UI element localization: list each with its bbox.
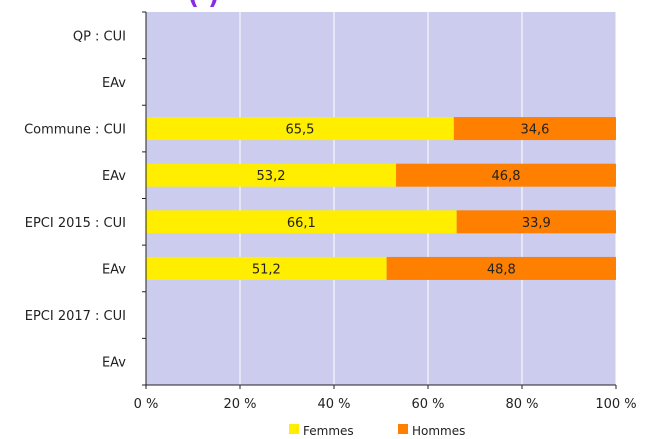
legend-label: Femmes bbox=[303, 424, 354, 438]
category-label: EAv bbox=[102, 356, 126, 371]
bar-value-label: 33,9 bbox=[522, 216, 551, 231]
bar-femmes bbox=[146, 210, 457, 234]
bar-hommes bbox=[453, 117, 616, 141]
x-tick-label: 20 % bbox=[223, 397, 256, 412]
x-tick-label: 100 % bbox=[595, 397, 636, 412]
bar-femmes bbox=[146, 163, 397, 187]
legend-swatch-hommes bbox=[398, 424, 408, 434]
x-tick-label: 40 % bbox=[317, 397, 350, 412]
bar-femmes bbox=[146, 256, 387, 280]
plot-area bbox=[146, 12, 616, 385]
bar-value-label: 34,6 bbox=[520, 123, 549, 138]
category-label: QP : CUI bbox=[73, 29, 126, 44]
category-label: EPCI 2017 : CUI bbox=[25, 309, 126, 324]
category-label: EPCI 2015 : CUI bbox=[25, 216, 126, 231]
bars: 65,5 34,6 53,2 46,8 66,1 33,9 51,2 48,8 bbox=[146, 117, 616, 280]
bar-value-label: 53,2 bbox=[257, 169, 286, 184]
legend-label: Hommes bbox=[412, 424, 465, 438]
bar-value-label: 51,2 bbox=[252, 262, 281, 277]
category-label: EAv bbox=[102, 169, 126, 184]
bar-femmes bbox=[146, 117, 454, 141]
category-label: EAv bbox=[102, 76, 126, 91]
category-labels: QP : CUI EAv Commune : CUI EAv EPCI 2015 : C… bbox=[24, 29, 126, 370]
legend-swatch-femmes bbox=[289, 424, 299, 434]
x-tick-label: 60 % bbox=[411, 397, 444, 412]
axis bbox=[142, 11, 617, 389]
bar-value-label: 46,8 bbox=[492, 169, 521, 184]
bar-hommes bbox=[386, 256, 616, 280]
bar-value-label: 66,1 bbox=[287, 216, 316, 231]
x-tick-label: 80 % bbox=[505, 397, 538, 412]
category-label: Commune : CUI bbox=[24, 123, 126, 138]
category-label: EAv bbox=[102, 262, 126, 277]
x-tick-labels: 0 % 20 % 40 % 60 % 80 % 100 % bbox=[134, 397, 637, 412]
legend: Femmes Hommes bbox=[289, 424, 465, 438]
bar-value-label: 48,8 bbox=[487, 262, 516, 277]
bar-hommes bbox=[396, 163, 616, 187]
title-fragment: (·) bbox=[188, 0, 219, 10]
gridlines bbox=[239, 12, 617, 385]
x-tick-label: 0 % bbox=[134, 397, 159, 412]
bar-hommes bbox=[456, 210, 616, 234]
bar-value-label: 65,5 bbox=[285, 123, 314, 138]
